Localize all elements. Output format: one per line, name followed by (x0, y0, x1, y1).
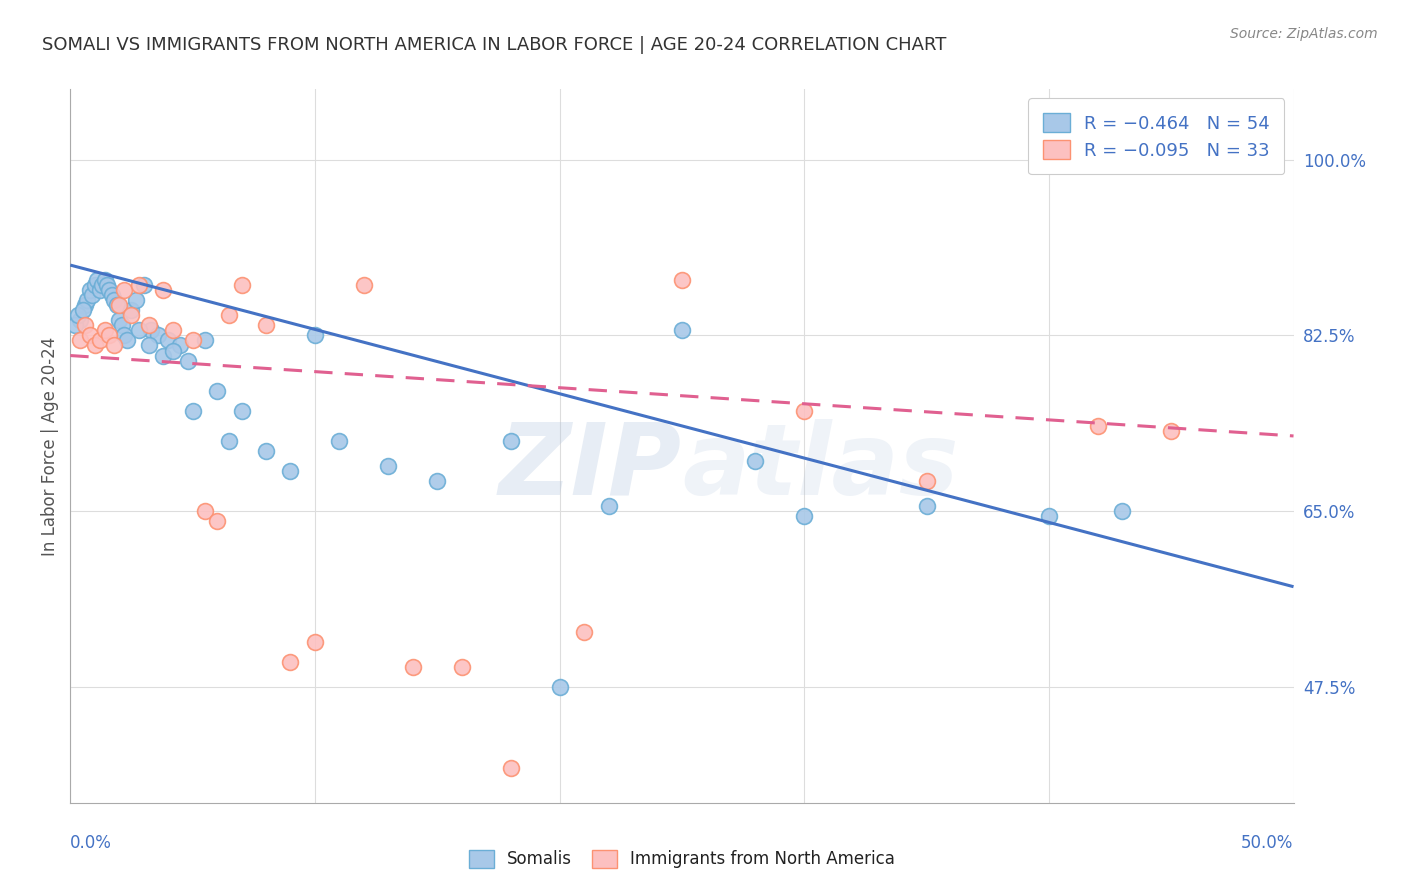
Point (112, 328, 135, 343)
Point (73, 298, 96, 312)
Point (205, 384, 228, 398)
Point (148, 328, 170, 343)
Point (93, 323, 115, 337)
Point (304, 635, 326, 649)
Point (450, 660, 472, 674)
Point (280, 464, 302, 478)
Point (83, 278, 105, 293)
Point (744, 454, 766, 468)
Point (157, 334, 180, 348)
Point (76, 293, 98, 308)
Point (218, 434, 240, 448)
Point (181, 334, 204, 348)
Point (162, 323, 184, 337)
Point (91, 278, 114, 293)
Point (793, 404, 815, 418)
Text: atlas: atlas (682, 419, 959, 516)
Point (72, 303, 94, 318)
Text: SOMALI VS IMMIGRANTS FROM NORTH AMERICA IN LABOR FORCE | AGE 20-24 CORRELATION C: SOMALI VS IMMIGRANTS FROM NORTH AMERICA … (42, 36, 946, 54)
Point (671, 273, 693, 287)
Point (108, 313, 131, 327)
Point (89, 283, 111, 297)
Point (73, 318, 96, 333)
Text: 50.0%: 50.0% (1241, 834, 1294, 852)
Point (86, 273, 108, 287)
Point (1160, 424, 1182, 438)
Text: 0.0%: 0.0% (70, 834, 112, 852)
Point (138, 318, 160, 333)
Point (96, 278, 118, 293)
Point (280, 655, 302, 669)
Point (1038, 509, 1060, 524)
Point (79, 328, 101, 343)
Text: ZIP: ZIP (499, 419, 682, 516)
Point (98, 328, 121, 343)
Point (548, 680, 571, 694)
Point (254, 318, 277, 333)
Point (194, 504, 217, 518)
Point (152, 349, 174, 363)
Point (402, 660, 425, 674)
Point (93, 273, 115, 287)
Point (598, 500, 620, 514)
Point (1111, 504, 1133, 518)
Point (915, 474, 938, 488)
Point (194, 334, 217, 348)
Point (231, 278, 253, 293)
Point (69, 313, 91, 327)
Point (139, 323, 162, 337)
Point (353, 278, 375, 293)
Point (1087, 418, 1109, 433)
Point (177, 353, 200, 368)
Point (426, 474, 449, 488)
Point (101, 288, 124, 302)
Point (79, 283, 101, 297)
Point (169, 338, 191, 352)
Point (499, 761, 522, 775)
Point (328, 434, 350, 448)
Point (254, 444, 277, 458)
Point (132, 278, 155, 293)
Point (499, 434, 522, 448)
Point (572, 624, 595, 639)
Point (98, 283, 121, 297)
Point (105, 298, 128, 312)
Point (82, 288, 104, 302)
Point (103, 338, 125, 352)
Point (89, 334, 111, 348)
Point (205, 515, 228, 529)
Point (103, 293, 125, 308)
Point (111, 318, 134, 333)
Y-axis label: In Labor Force | Age 20-24: In Labor Force | Age 20-24 (41, 336, 59, 556)
Point (63, 318, 86, 333)
Point (377, 459, 399, 474)
Point (121, 303, 143, 318)
Point (671, 323, 693, 337)
Point (218, 309, 240, 323)
Point (125, 293, 148, 308)
Point (152, 283, 174, 297)
Point (128, 323, 150, 337)
Point (181, 404, 204, 418)
Point (108, 298, 131, 312)
Point (793, 509, 815, 524)
Point (128, 278, 150, 293)
Point (83, 338, 105, 352)
Point (162, 343, 184, 358)
Point (115, 334, 138, 348)
Point (121, 309, 143, 323)
Point (66, 309, 89, 323)
Text: Source: ZipAtlas.com: Source: ZipAtlas.com (1230, 27, 1378, 41)
Point (69, 334, 91, 348)
Legend: Somalis, Immigrants from North America: Somalis, Immigrants from North America (460, 841, 904, 877)
Point (915, 500, 938, 514)
Point (138, 338, 160, 352)
Point (112, 283, 135, 297)
Point (231, 404, 253, 418)
Point (304, 328, 326, 343)
